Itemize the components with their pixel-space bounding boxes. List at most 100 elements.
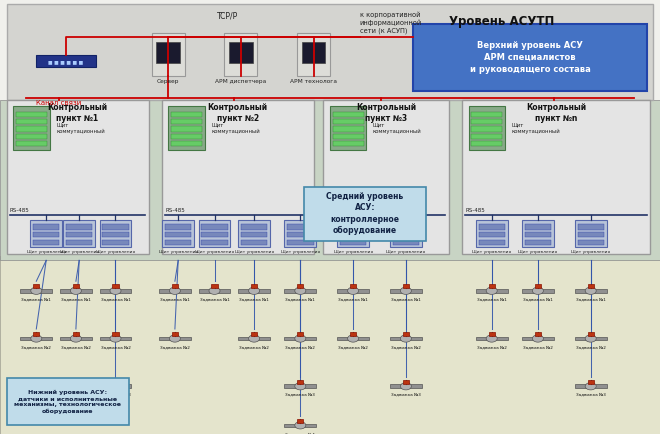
Bar [535,284,541,288]
Bar [36,55,96,67]
Bar [152,33,185,76]
Bar [159,337,191,340]
Circle shape [585,335,596,342]
Bar [112,380,119,384]
Circle shape [401,383,411,390]
Bar [469,106,505,150]
Bar [297,419,304,423]
Bar [578,232,604,237]
Bar [100,289,131,293]
Bar [412,24,647,91]
Circle shape [170,335,180,342]
Text: Задвижка №1: Задвижка №1 [391,297,421,302]
Circle shape [486,287,497,294]
Bar [471,141,502,146]
Bar [340,224,366,230]
Bar [171,126,202,132]
Bar [13,106,50,150]
Bar [522,220,554,247]
Bar [471,119,502,124]
Text: Средний уровень
АСУ:
контроллерное
оборудование: Средний уровень АСУ: контроллерное обору… [326,192,404,235]
Text: Щит управления: Щит управления [96,250,135,253]
Text: Задвижка №2: Задвижка №2 [338,345,368,349]
Bar [333,134,364,139]
Text: Задвижка №1: Задвижка №1 [21,297,51,302]
Circle shape [348,335,358,342]
Bar [476,289,508,293]
Text: Задвижка №2: Задвижка №2 [100,345,131,349]
Bar [587,332,594,336]
Text: Верхний уровень АСУ
АРМ специалистов
и руководящего состава: Верхний уровень АСУ АРМ специалистов и р… [470,41,590,74]
Circle shape [249,335,259,342]
Circle shape [585,287,596,294]
Text: Задвижка №1: Задвижка №1 [199,297,230,302]
Circle shape [486,335,497,342]
Text: RS-485: RS-485 [165,207,185,213]
Bar [393,240,419,245]
Bar [284,337,316,340]
Bar [578,240,604,245]
Bar [156,42,180,63]
Bar [297,33,330,76]
Bar [323,100,449,254]
Bar [393,224,419,230]
Bar [337,337,369,340]
Text: Задвижка №2: Задвижка №2 [21,345,51,349]
Bar [172,332,178,336]
Circle shape [31,287,42,294]
Text: Щит управления: Щит управления [518,250,558,253]
Circle shape [533,335,543,342]
Text: Задвижка №1: Задвижка №1 [239,297,269,302]
Bar [162,100,314,254]
Text: Щит управления: Щит управления [195,250,234,253]
Bar [16,112,47,117]
Text: Щит
коммутационный: Щит коммутационный [56,122,105,134]
Text: Задвижка №2: Задвижка №2 [239,345,269,349]
Text: Щит управления: Щит управления [59,250,99,253]
Circle shape [295,287,306,294]
Text: Щит
коммутационный: Щит коммутационный [512,122,560,134]
Bar [330,106,366,150]
Bar [287,232,314,237]
Bar [33,224,59,230]
Bar [33,232,59,237]
Text: Задвижка №1: Задвижка №1 [477,297,507,302]
Bar [16,141,47,146]
Bar [350,284,356,288]
Text: Задвижка №1: Задвижка №1 [100,297,131,302]
Bar [201,240,228,245]
Bar [7,378,129,425]
Text: Задвижка №2: Задвижка №2 [285,345,315,349]
Bar [575,289,607,293]
Bar [471,126,502,132]
Bar [488,332,495,336]
Bar [60,289,92,293]
Text: Задвижка №2: Задвижка №2 [61,345,91,349]
Bar [100,337,131,340]
Bar [287,240,314,245]
Circle shape [209,287,220,294]
Bar [587,284,594,288]
Bar [337,220,369,247]
Text: Щит управления: Щит управления [472,250,512,253]
Circle shape [71,287,81,294]
Bar [304,187,426,241]
Bar [238,220,270,247]
Text: Щит управления: Щит управления [333,250,373,253]
Bar [165,232,191,237]
Bar [488,284,495,288]
Bar [522,289,554,293]
Bar [287,224,314,230]
Bar [168,106,205,150]
Text: Задвижка №1: Задвижка №1 [285,297,315,302]
Bar [525,224,551,230]
Text: Задвижка №1: Задвижка №1 [523,297,553,302]
Bar [522,337,554,340]
Circle shape [295,335,306,342]
Text: Задвижка №3: Задвижка №3 [100,393,131,397]
Bar [100,220,131,247]
Bar [390,220,422,247]
Circle shape [295,383,306,390]
Bar [165,224,191,230]
Bar [33,240,59,245]
